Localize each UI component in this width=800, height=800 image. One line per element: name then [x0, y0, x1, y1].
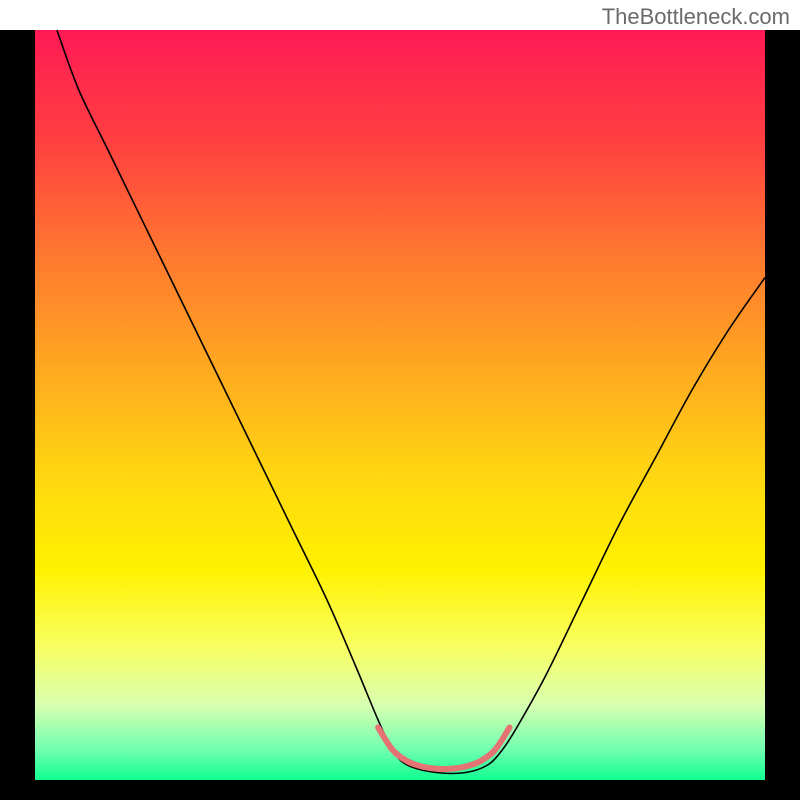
frame-right [765, 30, 800, 800]
frame-left [0, 30, 35, 800]
chart-container: TheBottleneck.com [0, 0, 800, 800]
bottleneck-chart [0, 0, 800, 800]
gradient-background [35, 30, 765, 780]
watermark-text: TheBottleneck.com [602, 4, 790, 30]
frame-bottom [0, 780, 800, 800]
